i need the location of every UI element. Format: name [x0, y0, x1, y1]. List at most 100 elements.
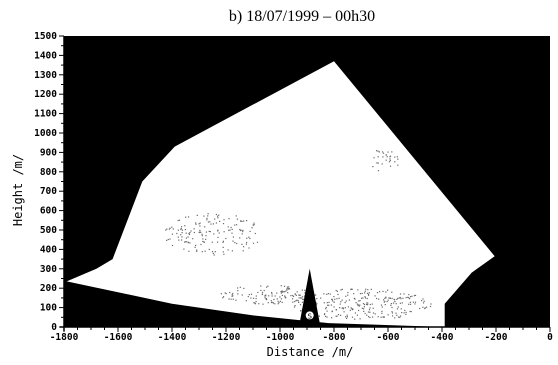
- echo-dot: [231, 294, 233, 296]
- echo-dot: [232, 236, 234, 238]
- echo-dot: [359, 304, 361, 306]
- echo-dot: [190, 230, 192, 232]
- echo-dot: [215, 213, 217, 216]
- echo-dot: [188, 233, 191, 235]
- echo-dot: [338, 297, 340, 299]
- echo-dot: [347, 291, 349, 294]
- echo-dot: [205, 231, 207, 233]
- x-tick-label: -1000: [266, 332, 295, 343]
- echo-dot: [253, 222, 255, 224]
- echo-dot: [253, 297, 255, 299]
- echo-dot: [184, 241, 186, 243]
- echo-dot: [347, 306, 349, 308]
- tower-marker-circle: [305, 311, 314, 320]
- echo-dot: [260, 285, 262, 287]
- echo-dot: [384, 297, 386, 299]
- echo-dot: [380, 316, 382, 318]
- echo-dot: [211, 251, 214, 253]
- echo-dot: [331, 298, 333, 301]
- echo-dot: [341, 299, 343, 301]
- echo-dot: [337, 293, 339, 296]
- echo-dot: [255, 297, 257, 300]
- echo-dot: [228, 229, 230, 231]
- echo-dot: [318, 315, 320, 317]
- echo-dot: [351, 316, 354, 318]
- echo-dot: [265, 298, 267, 300]
- echo-dot: [359, 293, 362, 295]
- echo-dot: [286, 289, 288, 291]
- y-tick-label: 1300: [34, 70, 57, 81]
- echo-dot: [399, 302, 401, 304]
- echo-dot: [383, 316, 385, 318]
- echo-dot: [264, 297, 266, 299]
- echo-dot: [255, 295, 257, 297]
- echo-dot: [292, 294, 294, 297]
- echo-dot: [369, 303, 371, 306]
- echo-dot: [231, 295, 233, 297]
- echo-dot: [409, 301, 411, 303]
- echo-dot: [176, 232, 178, 235]
- echo-dot: [384, 300, 386, 302]
- echo-dot: [270, 300, 272, 302]
- echo-dot: [278, 302, 280, 304]
- echo-dot: [385, 291, 387, 293]
- echo-dot: [212, 223, 214, 225]
- echo-dot: [378, 151, 380, 153]
- echo-dot: [392, 315, 394, 317]
- echo-dot: [399, 316, 401, 318]
- echo-dot: [376, 297, 378, 300]
- echo-dot: [391, 306, 393, 309]
- echo-dot: [177, 236, 179, 238]
- echo-dot: [377, 156, 379, 158]
- echo-dot: [288, 288, 290, 290]
- echo-dot: [195, 244, 197, 246]
- echo-dot: [274, 295, 276, 297]
- echo-dot: [377, 150, 379, 152]
- echo-dot: [323, 302, 325, 304]
- echo-dot: [222, 246, 224, 248]
- echo-dot: [376, 162, 378, 164]
- echo-dot: [382, 316, 384, 318]
- echo-dot: [218, 214, 220, 216]
- echo-dot: [212, 252, 214, 254]
- echo-dot: [204, 250, 206, 252]
- echo-dot: [382, 156, 384, 158]
- x-tick-label: 0: [547, 332, 553, 343]
- echo-dot: [181, 239, 183, 241]
- echo-dot: [243, 287, 245, 289]
- echo-dot: [412, 301, 414, 303]
- echo-dot: [194, 246, 196, 248]
- echo-dot: [243, 246, 245, 248]
- echo-dot: [220, 293, 222, 295]
- echo-dot: [410, 296, 412, 298]
- x-tick-label: -600: [377, 332, 400, 343]
- echo-dot: [185, 216, 187, 218]
- echo-dot: [403, 312, 405, 314]
- echo-dot: [232, 240, 234, 242]
- echo-dot: [294, 305, 296, 307]
- echo-dot: [357, 304, 359, 306]
- echo-dot: [214, 251, 216, 253]
- echo-dot: [237, 293, 239, 295]
- x-tick-label: -1200: [212, 332, 241, 343]
- echo-dot: [263, 289, 265, 292]
- echo-dot: [391, 311, 393, 313]
- echo-dot: [202, 238, 204, 240]
- echo-dot: [355, 302, 357, 304]
- echo-dot: [199, 229, 201, 232]
- echo-dot: [217, 217, 219, 219]
- echo-dot: [252, 224, 255, 226]
- echo-dot: [334, 298, 336, 300]
- echo-dot: [323, 293, 325, 295]
- echo-dot: [399, 296, 401, 299]
- echo-dot: [254, 232, 256, 235]
- echo-dot: [229, 229, 231, 231]
- echo-dot: [346, 314, 348, 316]
- echo-dot: [335, 315, 337, 317]
- echo-dot: [354, 298, 356, 300]
- echo-dot: [236, 224, 238, 226]
- echo-dot: [346, 317, 348, 319]
- echo-dot: [299, 304, 302, 306]
- echo-dot: [335, 309, 337, 311]
- y-tick-label: 900: [40, 147, 57, 158]
